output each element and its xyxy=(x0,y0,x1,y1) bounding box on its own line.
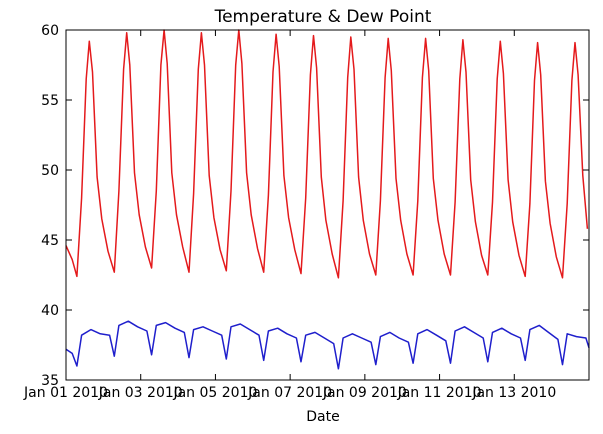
y-axis-ticks: 35 40 45 50 55 60 xyxy=(41,23,589,389)
y-tick-label: 40 xyxy=(41,303,59,319)
y-tick-label: 45 xyxy=(41,233,59,249)
x-tick-label: Jan 13 2010 xyxy=(471,385,556,401)
plot-frame xyxy=(65,29,590,381)
x-tick-label: Jan 01 2010 xyxy=(23,385,108,401)
x-axis-label: Date xyxy=(306,409,339,425)
chart-title: Temperature & Dew Point xyxy=(214,7,432,27)
y-tick-label: 55 xyxy=(41,93,59,109)
x-tick-label: Jan 05 2010 xyxy=(172,385,257,401)
x-tick-label: Jan 07 2010 xyxy=(247,385,332,401)
series-layer xyxy=(65,29,590,370)
y-tick-label: 60 xyxy=(41,23,59,39)
x-tick-label: Jan 09 2010 xyxy=(322,385,407,401)
x-tick-label: Jan 03 2010 xyxy=(98,385,183,401)
y-tick-label: 35 xyxy=(41,373,59,389)
y-tick-label: 50 xyxy=(41,163,59,179)
x-tick-label: Jan 11 2010 xyxy=(397,385,482,401)
series-line-1 xyxy=(65,29,589,279)
series-line-2 xyxy=(65,320,590,370)
